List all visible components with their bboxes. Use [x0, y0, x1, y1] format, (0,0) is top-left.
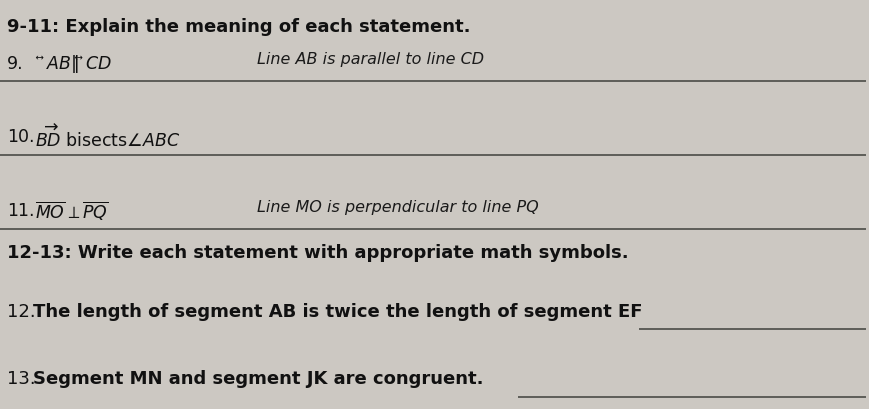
Text: .: .	[866, 302, 869, 320]
Text: 12.: 12.	[7, 302, 36, 320]
Text: $\overleftrightarrow{AB}\|\overleftrightarrow{CD}$: $\overleftrightarrow{AB}\|\overleftright…	[35, 52, 112, 74]
Text: Segment MN and segment JK are congruent.: Segment MN and segment JK are congruent.	[33, 369, 483, 387]
Text: 9.: 9.	[7, 54, 23, 72]
Text: 9-11: Explain the meaning of each statement.: 9-11: Explain the meaning of each statem…	[7, 18, 470, 36]
Text: $\overrightarrow{BD}$ bisects$\angle ABC$: $\overrightarrow{BD}$ bisects$\angle ABC…	[35, 124, 180, 150]
Text: 13.: 13.	[7, 369, 36, 387]
Text: 12-13: Write each statement with appropriate math symbols.: 12-13: Write each statement with appropr…	[7, 243, 628, 261]
Text: Line MO is perpendicular to line PQ: Line MO is perpendicular to line PQ	[256, 199, 538, 214]
Text: $\overline{MO}\perp\overline{PQ}$: $\overline{MO}\perp\overline{PQ}$	[35, 199, 109, 222]
Text: 10.: 10.	[7, 128, 35, 146]
Text: The length of segment AB is twice the length of segment EF: The length of segment AB is twice the le…	[33, 302, 642, 320]
Text: 11.: 11.	[7, 202, 35, 220]
Text: Line AB is parallel to line CD: Line AB is parallel to line CD	[256, 52, 483, 67]
